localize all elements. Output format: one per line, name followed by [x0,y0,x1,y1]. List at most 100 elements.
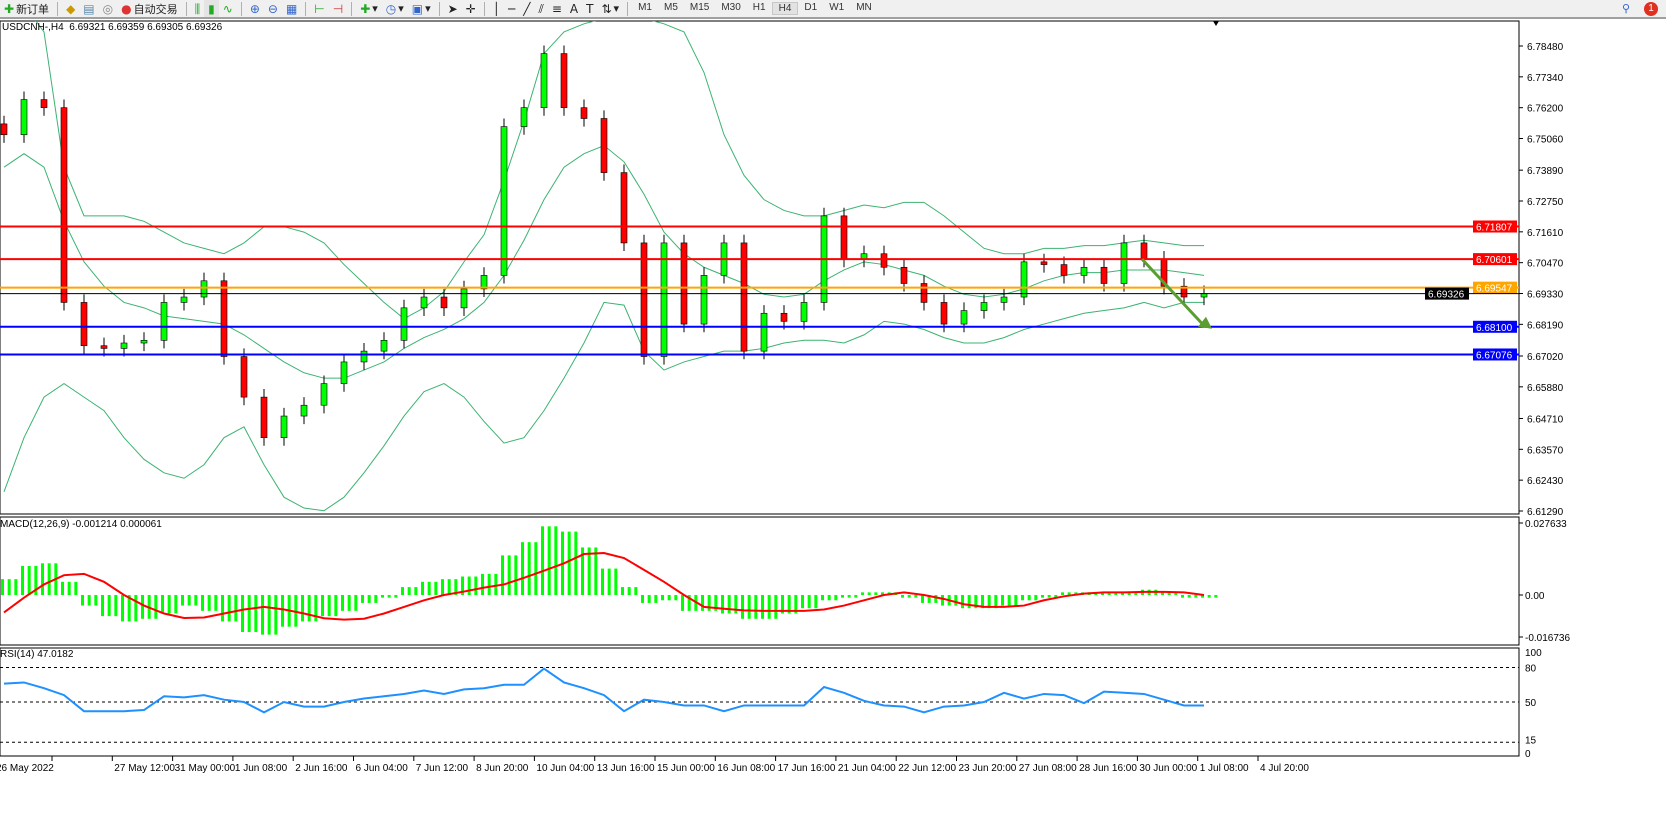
trend-arrow-head [1198,316,1212,329]
vertical-line-button[interactable]: │ [489,0,504,17]
macd-histogram-bar [181,595,184,606]
macd-histogram-bar [761,595,764,619]
timeframe-m15[interactable]: M15 [689,2,710,13]
macd-histogram-bar [281,595,284,627]
line-chart-button[interactable]: ∿ [219,0,237,17]
zoom-out-button[interactable]: ⊖ [264,0,282,17]
price-label: 6.70601 [1476,255,1513,266]
market-watch-button[interactable]: ◆ [62,0,79,17]
candle-body [880,253,888,268]
search-icon[interactable]: ⚲ [1621,3,1630,15]
price-label-box [1473,220,1517,233]
macd-histogram-bar [754,595,758,619]
auto-trading-button[interactable]: ● 自动交易 [117,0,181,17]
macd-histogram-bar [101,595,104,617]
macd-histogram-bar [1001,595,1004,606]
timeframe-w1[interactable]: W1 [829,2,845,13]
macd-histogram-bar [81,595,84,606]
candle-body [220,280,228,357]
time-tick-label: 1 Jun 08:00 [235,763,288,774]
templates-button[interactable]: ▣ ▾ [411,1,431,16]
chat-button[interactable]: 1 [1644,1,1658,16]
new-order-button[interactable]: ✚ 新订单 [0,0,53,17]
arrows-button[interactable]: ⇅ ▾ [601,1,620,16]
main-toolbar: ✚ 新订单 ◆ ▤ ◎ ● 自动交易 ⫼ ▮ ∿ ⊕ ⊖ ▦ ⊢ ⊣ ✚ ▾ ◷ ▾… [0,0,1666,19]
macd-histogram-bar [114,595,118,617]
candle-body [920,283,928,303]
macd-histogram-bar [567,531,571,595]
macd-histogram-bar [334,595,338,617]
macd-histogram-bar [607,568,611,595]
timeframe-h4[interactable]: H4 [771,2,799,15]
zoom-in-button[interactable]: ⊕ [246,0,264,17]
text-button[interactable]: A [566,0,582,17]
macd-histogram-bar [347,595,351,611]
horizontal-line-button[interactable]: ─ [504,0,519,17]
macd-histogram-bar [974,595,978,609]
candle-body [360,350,368,363]
macd-histogram-bar [21,565,24,595]
time-tick-label: 16 Jun 08:00 [717,763,775,774]
macd-histogram-bar [261,595,264,635]
macd-histogram-bar [554,526,558,595]
candle-body [320,383,328,406]
signals-button[interactable]: ◎ [99,0,117,17]
periods-button[interactable]: ◷ ▾ [385,1,404,16]
chart-shift-button[interactable]: ⊢ [310,0,328,17]
text-label-button[interactable]: T [582,0,597,17]
zoom-out-icon: ⊖ [267,1,278,16]
macd-tick-label: 0.00 [1525,591,1545,602]
macd-histogram-bar [834,595,838,601]
time-tick-label: 28 Jun 16:00 [1079,763,1137,774]
fibonacci-button[interactable]: ≡ [548,0,566,17]
macd-histogram-bar [861,592,864,595]
rsi-tick-label: 0 [1525,749,1531,760]
timeframe-h1[interactable]: H1 [752,2,766,13]
price-label: 6.69547 [1476,284,1513,295]
candle-body [800,302,808,322]
time-tick-label: 26 May 2022 [0,763,54,774]
time-tick-label: 7 Jun 12:00 [416,763,469,774]
macd-histogram-bar [214,595,218,611]
macd-histogram-bar [674,595,678,601]
tile-windows-button[interactable]: ▦ [282,0,301,17]
macd-histogram-bar [854,595,858,598]
crosshair-button[interactable]: ✛ [462,0,480,17]
autoscroll-button[interactable]: ⊣ [329,0,347,17]
autoscroll-icon: ⊣ [332,1,344,16]
macd-histogram-bar [187,595,191,606]
price-label: 6.68100 [1476,323,1513,334]
macd-histogram-bar [734,595,738,614]
time-tick-label: 30 Jun 00:00 [1139,763,1197,774]
macd-histogram-bar [1061,592,1064,595]
candlestick-button[interactable]: ▮ [204,0,219,17]
equidistant-channel-button[interactable]: ⫽ [535,0,548,17]
price-label-box [1473,320,1517,333]
bar-chart-button[interactable]: ⫼ [191,0,205,17]
macd-histogram-bar [1194,595,1198,598]
candle-body [640,242,648,357]
timeframe-mn[interactable]: MN [856,2,872,13]
timeframe-m1[interactable]: M1 [638,2,652,13]
macd-histogram-bar [687,595,691,611]
macd-histogram-bar [367,595,371,603]
cursor-button[interactable]: ➤ [444,0,462,17]
candle-body [1040,261,1048,265]
macd-histogram-bar [361,595,364,603]
navigator-button[interactable]: ▤ [79,0,98,17]
macd-histogram-bar [681,595,684,611]
macd-histogram-bar [867,592,871,595]
timeframe-m30[interactable]: M30 [721,2,741,13]
timeframe-d1[interactable]: D1 [804,2,818,13]
line-chart-icon: ∿ [222,1,233,16]
bar-chart-icon: ⫼ [194,1,201,16]
macd-histogram-bar [987,595,991,609]
main-chart-panel [0,20,1520,515]
macd-histogram-bar [227,595,231,622]
macd-histogram-bar [474,576,478,595]
candle-body [520,107,528,127]
trendline-button[interactable]: ╱ [519,0,534,17]
indicators-button[interactable]: ✚ ▾ [360,1,378,16]
timeframe-m5[interactable]: M5 [663,2,678,13]
